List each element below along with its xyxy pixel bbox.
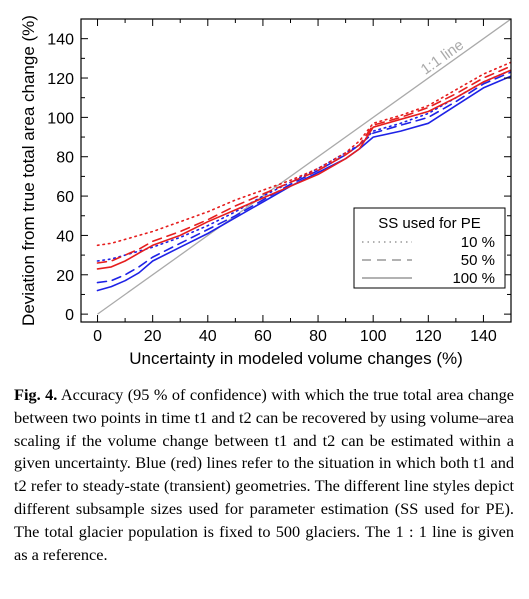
x-tick-label: 60 bbox=[254, 328, 272, 345]
x-tick-label: 120 bbox=[415, 328, 442, 345]
x-axis-label: Uncertainty in modeled volume changes (%… bbox=[129, 349, 463, 368]
y-tick-label: 140 bbox=[47, 32, 74, 49]
caption-text: Accuracy (95 % of confidence) with which… bbox=[14, 385, 514, 564]
x-tick-label: 140 bbox=[470, 328, 497, 345]
x-tick-label: 0 bbox=[93, 328, 102, 345]
x-tick-label: 100 bbox=[360, 328, 387, 345]
y-axis-label: Deviation from true total area change (%… bbox=[19, 15, 38, 326]
x-tick-label: 40 bbox=[199, 328, 217, 345]
y-tick-label: 100 bbox=[47, 110, 74, 127]
y-tick-label: 20 bbox=[56, 268, 74, 285]
reference-line bbox=[97, 19, 511, 315]
legend-title: SS used for PE bbox=[378, 215, 481, 232]
caption-label: Fig. 4. bbox=[14, 385, 58, 404]
series-line-transient-dotted bbox=[96, 61, 511, 247]
x-tick-label: 80 bbox=[309, 328, 327, 345]
plot-frame bbox=[80, 18, 512, 323]
series-line-transient-solid bbox=[96, 69, 511, 270]
y-tick-label: 120 bbox=[47, 71, 74, 88]
chart: 1:1 line 0 20 40 60 80 100 120 140 0 20 40 60 80 100 12… bbox=[19, 15, 512, 368]
y-tick-label: 80 bbox=[56, 150, 74, 167]
legend-box bbox=[353, 207, 506, 289]
x-tick-label: 20 bbox=[144, 328, 162, 345]
reference-line-label: 1:1 line bbox=[418, 36, 467, 78]
series-line-steady-state-dashed bbox=[96, 71, 511, 284]
figure-caption: Fig. 4. Accuracy (95 % of confidence) wi… bbox=[14, 384, 514, 566]
legend-entry-label: 50 % bbox=[461, 252, 495, 269]
legend-entry-label: 100 % bbox=[452, 270, 495, 287]
legend-entry-label: 10 % bbox=[461, 234, 495, 251]
series-line-transient-dashed bbox=[96, 65, 511, 264]
y-tick-label: 60 bbox=[56, 189, 74, 206]
y-tick-label: 40 bbox=[56, 228, 74, 245]
y-tick-label: 0 bbox=[65, 307, 74, 324]
